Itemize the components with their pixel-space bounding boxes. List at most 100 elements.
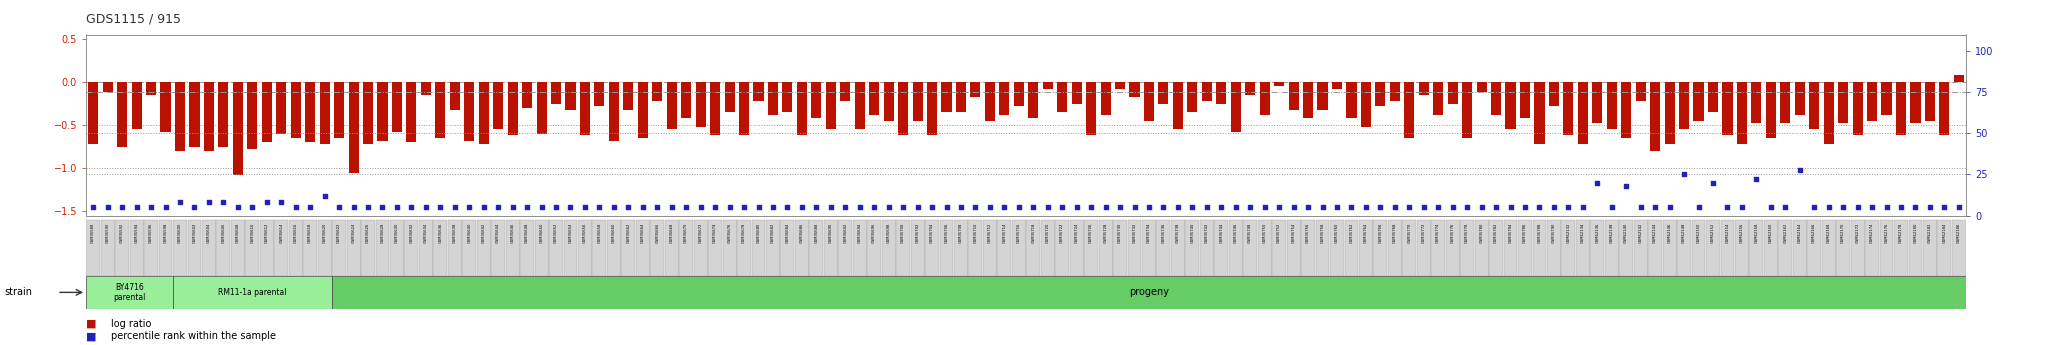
Text: GSM35680: GSM35680 [756, 223, 760, 243]
Bar [1792, 220, 1806, 276]
Point [1450, 205, 1483, 210]
Point [1479, 205, 1511, 210]
Bar [866, 220, 881, 276]
Text: GSM35644: GSM35644 [496, 223, 500, 243]
Bar [1143, 220, 1155, 276]
Bar [606, 220, 621, 276]
Bar [248, 82, 258, 149]
Text: GSM35736: GSM35736 [1161, 223, 1165, 243]
Bar [317, 220, 332, 276]
Bar [883, 82, 893, 121]
Point [395, 205, 428, 210]
Text: GSM35780: GSM35780 [1479, 223, 1483, 243]
Bar [1634, 220, 1649, 276]
Bar [1735, 220, 1749, 276]
Bar [1186, 220, 1200, 276]
Text: GSM35624: GSM35624 [352, 223, 356, 243]
Bar [1649, 220, 1663, 276]
Bar [86, 220, 100, 276]
Text: GSM35766: GSM35766 [1378, 223, 1382, 243]
Bar [608, 82, 618, 141]
Bar [1694, 82, 1704, 121]
Text: GSM35674: GSM35674 [713, 223, 717, 243]
Bar [1923, 220, 1937, 276]
Bar [477, 220, 492, 276]
Text: GSM35726: GSM35726 [1090, 223, 1094, 243]
Text: GSM35772: GSM35772 [1421, 223, 1425, 243]
Bar [1217, 82, 1227, 104]
Point [1292, 205, 1325, 210]
Bar [276, 82, 287, 134]
Bar [1505, 82, 1516, 129]
Point [756, 205, 788, 210]
Bar [174, 82, 184, 151]
Point [713, 205, 745, 210]
Text: GSM35648: GSM35648 [524, 223, 528, 243]
Bar [549, 220, 563, 276]
Text: GSM35628: GSM35628 [381, 223, 385, 243]
Point [1913, 205, 1946, 210]
Bar [1245, 82, 1255, 95]
Text: GSM35730: GSM35730 [1118, 223, 1122, 243]
Bar [291, 82, 301, 138]
Point [1018, 205, 1051, 210]
Bar [1925, 82, 1935, 121]
Bar [1231, 82, 1241, 132]
Text: GSM35714: GSM35714 [1001, 223, 1006, 243]
Text: GSM35728: GSM35728 [1104, 223, 1108, 243]
Bar [1145, 82, 1153, 121]
Bar [1288, 82, 1298, 110]
Bar [1806, 220, 1821, 276]
Point [1335, 205, 1368, 210]
Bar [809, 220, 823, 276]
Bar [362, 82, 373, 144]
Text: GSM35616: GSM35616 [293, 223, 297, 243]
Bar [739, 82, 750, 135]
Bar [1706, 220, 1720, 276]
Text: GSM35778: GSM35778 [1464, 223, 1468, 243]
Text: GSM35670: GSM35670 [684, 223, 688, 243]
Bar [983, 220, 997, 276]
Text: GSM62148: GSM62148 [1681, 223, 1686, 243]
Point [510, 205, 543, 210]
Bar [1563, 82, 1573, 135]
Bar [754, 82, 764, 101]
Point [1552, 205, 1585, 210]
Bar [506, 220, 520, 276]
Bar [1708, 82, 1718, 112]
Point [727, 205, 760, 210]
Bar [635, 220, 649, 276]
Bar [926, 220, 938, 276]
Bar [621, 220, 635, 276]
Point [1061, 205, 1094, 210]
Bar [1894, 220, 1909, 276]
Point [1710, 205, 1743, 210]
Text: GSM35698: GSM35698 [887, 223, 891, 243]
Bar [231, 220, 246, 276]
Text: GDS1115 / 915: GDS1115 / 915 [86, 12, 180, 25]
Bar [188, 220, 201, 276]
Point [1726, 205, 1759, 210]
Text: GSM62154: GSM62154 [1726, 223, 1729, 243]
Bar [1909, 220, 1923, 276]
Bar [1214, 220, 1229, 276]
Text: GSM62158: GSM62158 [1755, 223, 1759, 243]
Text: GSM35722: GSM35722 [1061, 223, 1065, 243]
Text: GSM35790: GSM35790 [1552, 223, 1556, 243]
Bar [375, 220, 389, 276]
Point [1595, 205, 1628, 210]
Text: GSM35630: GSM35630 [395, 223, 399, 243]
Bar [1868, 82, 1878, 121]
Bar [305, 82, 315, 142]
Text: GSM35600: GSM35600 [178, 223, 182, 243]
Bar [838, 220, 852, 276]
Bar [840, 82, 850, 101]
Text: GSM35678: GSM35678 [741, 223, 745, 243]
Text: GSM35784: GSM35784 [1509, 223, 1513, 243]
Text: strain: strain [4, 287, 33, 296]
Bar [332, 220, 346, 276]
Bar [1460, 220, 1475, 276]
Bar [406, 82, 416, 142]
Bar [1057, 82, 1067, 112]
Bar [1546, 220, 1561, 276]
